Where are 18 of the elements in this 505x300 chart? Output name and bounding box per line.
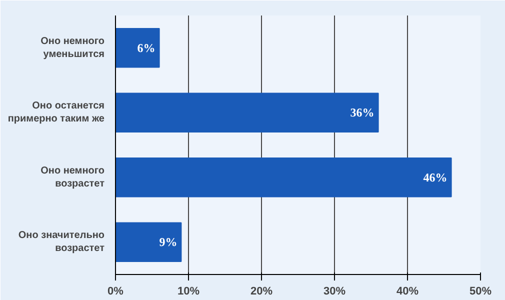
data-label: 46%: [423, 170, 448, 184]
data-label: 6%: [137, 40, 156, 55]
x-tick-label: 10%: [177, 286, 200, 298]
y-tick-label: Оно немного уменьшится: [40, 36, 105, 60]
y-tick-label: Оно значительно возрастет: [18, 230, 105, 254]
x-tick-label: 40%: [396, 286, 419, 298]
x-tick-label: 20%: [250, 286, 273, 298]
data-label: 9%: [159, 235, 178, 250]
data-label: 36%: [350, 106, 374, 120]
bar: [116, 92, 379, 133]
x-tick-label: 0%: [108, 286, 124, 298]
bar: [116, 157, 452, 198]
x-tick-label: 50%: [469, 286, 492, 298]
x-tick-label: 30%: [323, 286, 346, 298]
bar: [116, 222, 182, 262]
bar: [116, 28, 160, 68]
y-tick-label: Оно немного возрастет: [40, 165, 105, 190]
y-tick-label: Оно останется примерно таким же: [8, 100, 105, 125]
